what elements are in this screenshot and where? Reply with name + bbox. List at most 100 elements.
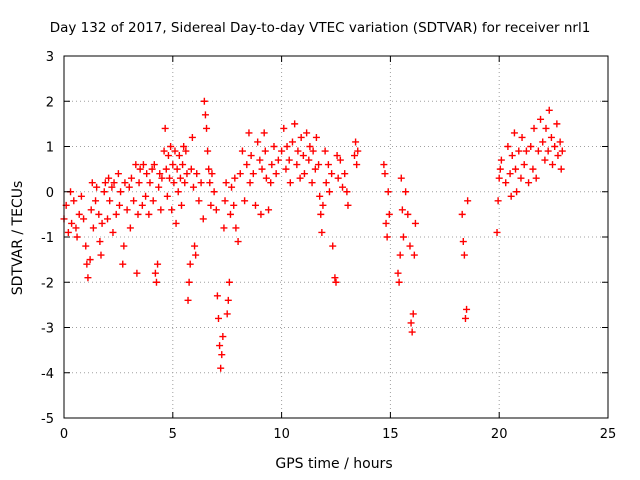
data-point <box>383 233 391 241</box>
data-point <box>384 188 392 196</box>
data-point <box>385 210 393 218</box>
data-point <box>525 179 533 187</box>
x-tick-label: 10 <box>273 427 290 442</box>
data-point <box>532 174 540 182</box>
data-point <box>149 197 157 205</box>
data-point <box>395 278 403 286</box>
data-point <box>109 228 117 236</box>
data-point <box>315 161 323 169</box>
data-point <box>224 296 232 304</box>
data-point <box>195 197 203 205</box>
data-point <box>382 219 390 227</box>
data-point <box>180 143 188 150</box>
data-point <box>518 133 526 141</box>
data-point <box>262 174 270 182</box>
data-point <box>508 152 516 160</box>
grid-lines <box>64 56 608 418</box>
y-tick-label: -3 <box>41 322 54 337</box>
data-point <box>100 188 108 196</box>
data-point <box>539 138 547 146</box>
data-point <box>156 170 164 178</box>
y-tick-label: 2 <box>46 95 54 110</box>
data-point <box>163 192 171 200</box>
data-point <box>160 147 168 155</box>
data-point <box>328 170 336 178</box>
data-point <box>336 156 344 164</box>
data-point <box>210 188 218 196</box>
data-point <box>493 228 501 236</box>
data-point <box>157 206 165 214</box>
data-point <box>507 192 515 200</box>
data-point <box>146 179 154 187</box>
data-point <box>189 183 197 191</box>
data-point <box>169 161 177 169</box>
data-point <box>329 242 337 250</box>
data-point <box>556 138 564 146</box>
y-tick-label: 0 <box>46 186 54 201</box>
data-point <box>319 201 327 209</box>
data-point <box>173 165 181 173</box>
y-tick-label: -5 <box>41 412 54 427</box>
data-point <box>101 179 109 187</box>
data-point <box>184 296 192 304</box>
data-point <box>134 210 142 218</box>
data-point <box>258 165 266 173</box>
data-point <box>125 183 133 191</box>
data-point <box>142 192 150 200</box>
data-point <box>272 170 280 178</box>
data-point <box>267 179 275 187</box>
data-point <box>205 165 213 173</box>
chart-title: Day 132 of 2017, Sidereal Day-to-day VTE… <box>49 20 591 36</box>
data-point <box>296 174 304 182</box>
data-point <box>98 219 106 227</box>
data-point <box>82 242 90 250</box>
data-point <box>324 161 332 169</box>
data-point <box>174 188 182 196</box>
data-point <box>520 161 528 169</box>
data-point <box>547 133 555 141</box>
data-point <box>238 147 246 155</box>
data-point <box>494 197 502 205</box>
data-point <box>537 115 545 123</box>
data-point <box>410 251 418 259</box>
data-point <box>135 179 143 187</box>
data-point <box>409 310 417 318</box>
data-point <box>84 274 92 282</box>
data-point <box>132 161 140 169</box>
data-point <box>176 174 184 182</box>
data-point <box>402 188 410 196</box>
data-point <box>110 179 118 187</box>
y-tick-label: 1 <box>46 141 54 156</box>
data-point <box>241 197 249 205</box>
data-point <box>513 188 521 196</box>
data-point <box>104 215 112 223</box>
data-point <box>154 260 162 268</box>
data-point <box>541 156 549 164</box>
data-point <box>534 147 542 155</box>
data-point <box>168 206 176 214</box>
data-point <box>380 161 388 169</box>
data-point <box>193 170 201 178</box>
data-point <box>459 238 467 246</box>
data-point <box>158 174 166 182</box>
data-point <box>172 219 180 227</box>
data-point <box>186 260 194 268</box>
data-point <box>216 342 224 350</box>
data-point <box>80 215 88 223</box>
data-point <box>254 138 262 146</box>
data-point <box>506 170 514 178</box>
data-point <box>130 197 138 205</box>
x-tick-label: 25 <box>600 427 617 442</box>
data-point <box>398 206 406 214</box>
data-point <box>270 143 278 150</box>
data-point <box>458 210 466 218</box>
data-point <box>309 147 317 155</box>
data-point <box>200 97 208 105</box>
data-point <box>291 120 299 128</box>
data-point <box>461 314 469 322</box>
data-point <box>230 201 238 209</box>
data-point <box>105 174 113 182</box>
data-point <box>394 269 402 277</box>
data-point <box>214 314 222 322</box>
